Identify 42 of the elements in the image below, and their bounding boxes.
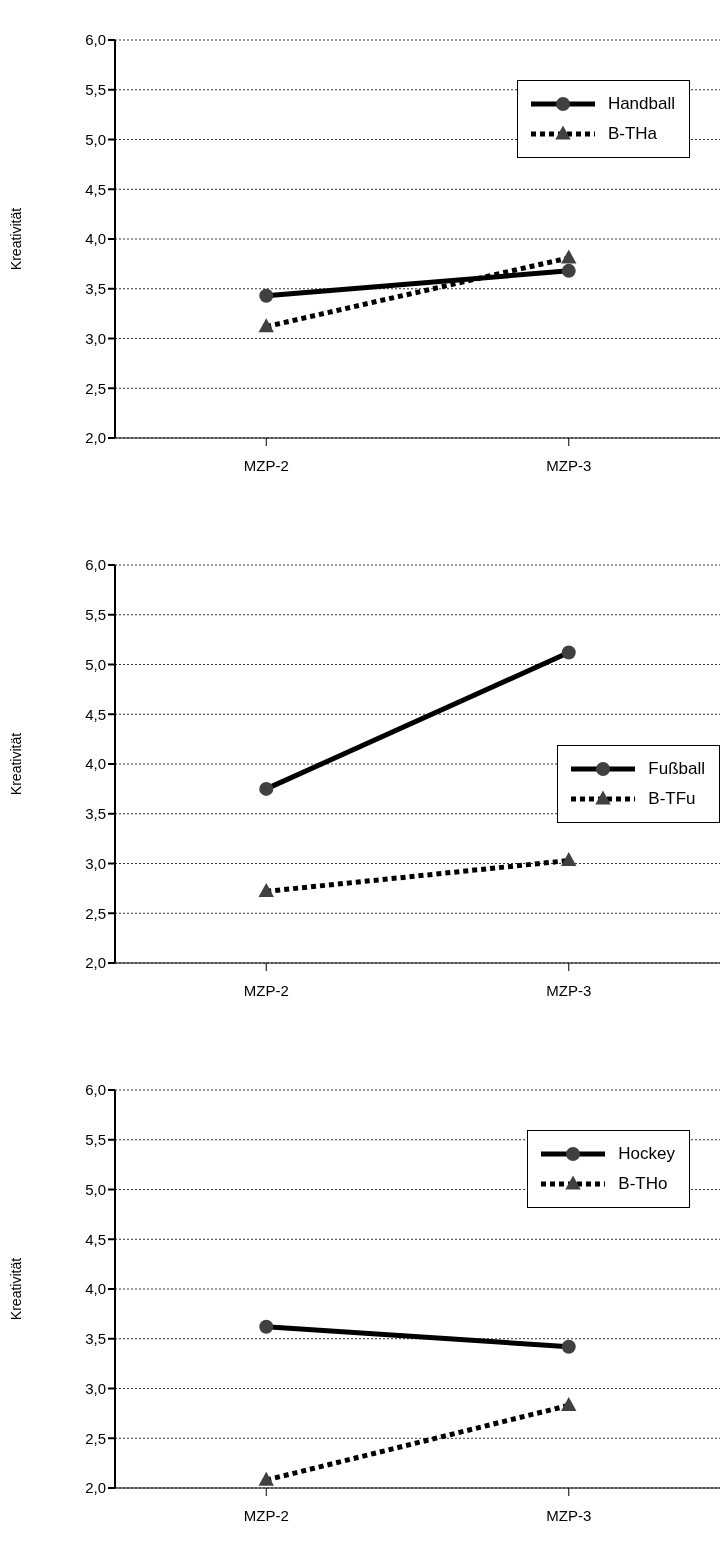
y-tick-label: 2,0 — [85, 429, 106, 447]
y-tick-label: 6,0 — [85, 31, 106, 49]
y-tick-label: 4,5 — [85, 1230, 106, 1248]
y-tick-label: 6,0 — [85, 1081, 106, 1099]
y-tick-label: 3,5 — [85, 1330, 106, 1348]
y-axis-title: Kreativität — [7, 207, 24, 271]
y-tick-label: 4,5 — [85, 705, 106, 723]
y-tick-label: 2,0 — [85, 954, 106, 972]
legend-label: Hockey — [618, 1144, 675, 1164]
x-tick-label: MZP-2 — [243, 1506, 289, 1524]
y-tick-label: 5,5 — [85, 606, 106, 624]
y-tick-label: 2,0 — [85, 1479, 106, 1497]
y-tick-label: 6,0 — [85, 556, 106, 574]
y-tick-label: 2,5 — [85, 1429, 106, 1447]
y-axis-title: Kreativität — [7, 1257, 24, 1321]
legend-label: B-THa — [607, 124, 658, 144]
y-tick-label: 5,5 — [85, 1131, 106, 1149]
y-tick-label: 2,5 — [85, 904, 106, 922]
legend-label: Handball — [607, 94, 675, 114]
y-tick-label: 3,0 — [85, 1379, 106, 1397]
y-axis-title: Kreativität — [7, 732, 24, 796]
y-tick-label: 5,5 — [85, 81, 106, 99]
y-tick-label: 5,0 — [85, 130, 106, 148]
x-tick-label: MZP-3 — [546, 981, 592, 999]
y-tick-label: 5,0 — [85, 655, 106, 673]
y-tick-label: 3,0 — [85, 854, 106, 872]
legend-label: B-THo — [618, 1174, 668, 1194]
y-tick-label: 3,5 — [85, 280, 106, 298]
y-tick-label: 4,5 — [85, 180, 106, 198]
y-tick-label: 4,0 — [85, 230, 106, 248]
y-tick-label: 5,0 — [85, 1180, 106, 1198]
legend-label: B-TFu — [648, 789, 696, 809]
y-tick-label: 3,0 — [85, 329, 106, 347]
y-tick-label: 4,0 — [85, 755, 106, 773]
y-tick-label: 4,0 — [85, 1280, 106, 1298]
x-tick-label: MZP-3 — [546, 456, 592, 474]
y-tick-label: 2,5 — [85, 379, 106, 397]
x-tick-label: MZP-2 — [243, 981, 289, 999]
legend-label: Fußball — [648, 759, 705, 779]
y-tick-label: 3,5 — [85, 805, 106, 823]
x-tick-label: MZP-2 — [243, 456, 289, 474]
x-tick-label: MZP-3 — [546, 1506, 592, 1524]
